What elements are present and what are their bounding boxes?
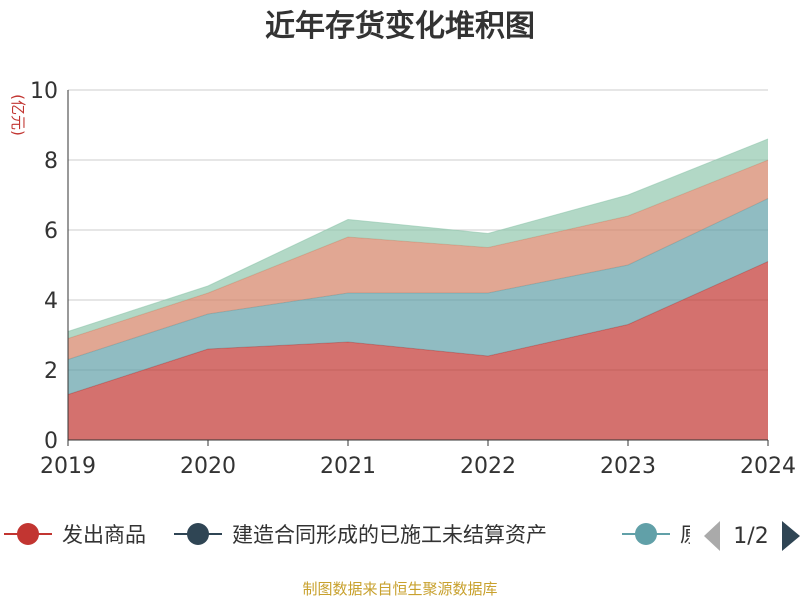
legend-marker-1 — [187, 523, 209, 545]
legend-next-icon[interactable] — [782, 521, 800, 551]
y-tick-label-3: 6 — [44, 219, 58, 244]
legend-item-2: 原 — [680, 523, 701, 547]
legend-marker-2 — [635, 523, 657, 545]
legend-pager: 1/2 — [704, 521, 800, 551]
y-tick-label-1: 2 — [44, 359, 58, 384]
y-tick-label-4: 8 — [44, 149, 58, 174]
chart-title: 近年存货变化堆积图 — [265, 9, 535, 44]
x-tick-label-3: 2022 — [460, 454, 516, 479]
axes: 0 2 4 6 8 10 2019 2020 2021 2022 2023 2024 — [30, 79, 796, 479]
legend-prev-icon[interactable] — [704, 521, 720, 551]
area-series — [67, 138, 769, 440]
x-tick-label-0: 2019 — [40, 454, 96, 479]
legend-marker-0 — [17, 523, 39, 545]
legend-page-indicator: 1/2 — [733, 524, 768, 549]
source-note: 制图数据来自恒生聚源数据库 — [302, 580, 497, 598]
y-tick-label-5: 10 — [30, 79, 58, 104]
y-tick-label-0: 0 — [44, 429, 58, 454]
x-tick-label-2: 2021 — [320, 454, 376, 479]
x-tick-label-4: 2023 — [600, 454, 656, 479]
area-series-1 — [68, 198, 768, 395]
y-tick-label-2: 4 — [44, 289, 58, 314]
legend-item-0: 发出商品 — [62, 523, 146, 547]
legend-item-1: 建造合同形成的已施工未结算资产 — [232, 523, 547, 547]
y-axis-label: (亿元) — [9, 94, 27, 136]
area-series-2 — [68, 160, 768, 360]
area-series-0 — [68, 261, 768, 440]
legend: 发出商品 建造合同形成的已施工未结算资产 原 — [4, 523, 701, 547]
x-tick-label-1: 2020 — [180, 454, 236, 479]
area-series-3 — [68, 139, 768, 339]
x-tick-label-5: 2024 — [740, 454, 796, 479]
series-line-3 — [67, 138, 769, 332]
